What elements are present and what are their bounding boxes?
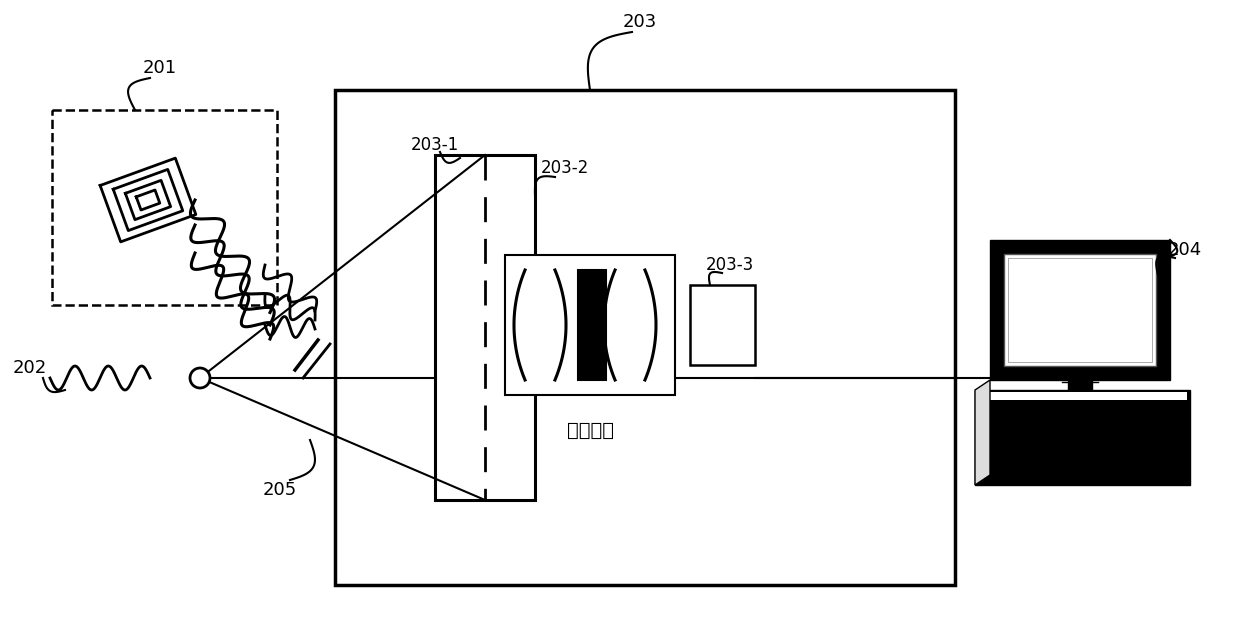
Bar: [578, 270, 606, 380]
Bar: [505, 255, 675, 395]
Bar: [435, 155, 534, 500]
Bar: [52, 110, 277, 305]
Text: 203-3: 203-3: [706, 256, 754, 274]
Text: 202: 202: [12, 359, 47, 377]
Bar: [335, 90, 955, 585]
Text: 中继透鸜: 中继透鸜: [567, 420, 614, 440]
Bar: [1068, 380, 1092, 402]
Circle shape: [190, 368, 210, 388]
Text: 203: 203: [622, 13, 657, 31]
Text: 203-1: 203-1: [410, 136, 459, 154]
Bar: [978, 392, 1187, 400]
Bar: [1008, 258, 1152, 362]
Polygon shape: [515, 270, 565, 380]
Text: 203-2: 203-2: [541, 159, 589, 177]
Bar: [975, 390, 1190, 485]
Text: 205: 205: [263, 481, 298, 499]
Polygon shape: [604, 270, 656, 380]
Bar: [689, 285, 755, 365]
Polygon shape: [975, 380, 990, 485]
Text: 204: 204: [1168, 241, 1202, 259]
Bar: [1004, 254, 1156, 366]
Bar: [990, 240, 1171, 380]
Text: 201: 201: [143, 59, 177, 77]
